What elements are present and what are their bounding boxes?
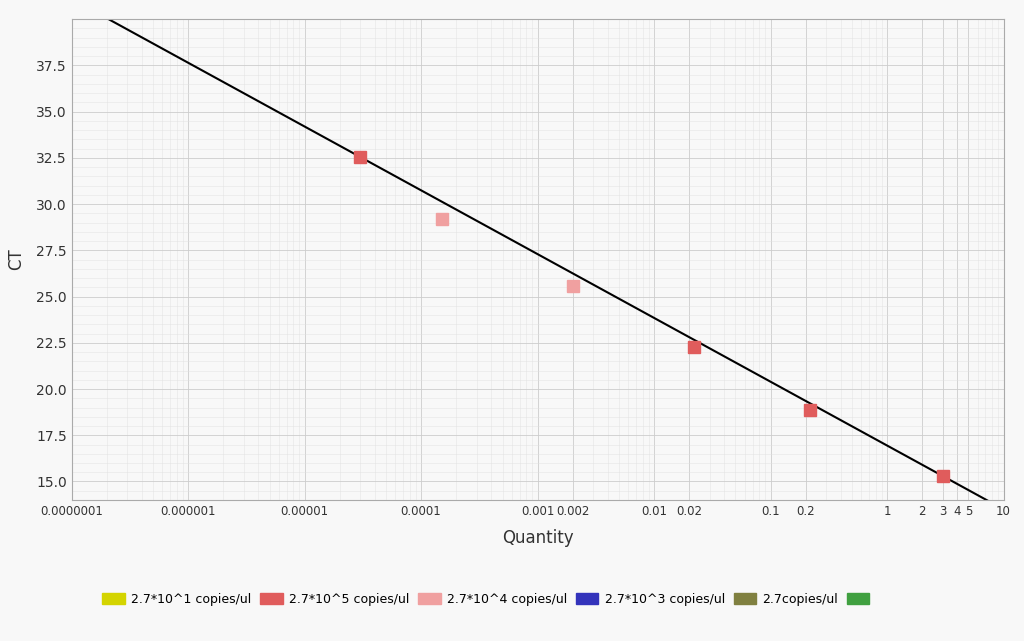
- Legend: 2.7*10^1 copies/ul, 2.7*10^5 copies/ul, 2.7*10^4 copies/ul, 2.7*10^3 copies/ul, : 2.7*10^1 copies/ul, 2.7*10^5 copies/ul, …: [97, 588, 885, 611]
- Y-axis label: CT: CT: [7, 249, 25, 271]
- X-axis label: Quantity: Quantity: [502, 529, 573, 547]
